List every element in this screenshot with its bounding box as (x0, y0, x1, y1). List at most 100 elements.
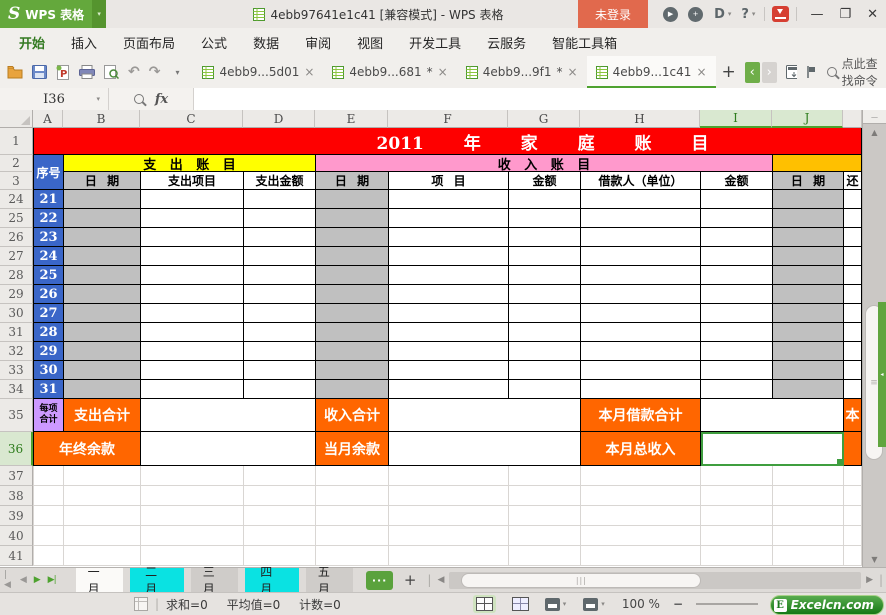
cell[interactable] (141, 228, 244, 247)
cell[interactable] (141, 486, 244, 506)
cell[interactable] (773, 361, 844, 380)
select-all-corner[interactable] (0, 110, 33, 128)
cell[interactable] (64, 247, 141, 266)
layout-menu[interactable]: ▾ (544, 597, 571, 611)
row-header[interactable]: 41 (0, 546, 33, 566)
cell[interactable] (316, 486, 389, 506)
cell[interactable] (509, 342, 581, 361)
cell[interactable] (244, 466, 316, 486)
cell[interactable] (316, 342, 389, 361)
cell[interactable] (701, 546, 773, 566)
page-break-view-button[interactable] (509, 595, 532, 613)
cell-day[interactable]: 23 (34, 228, 64, 247)
cell[interactable] (244, 486, 316, 506)
cell[interactable] (244, 247, 316, 266)
cell[interactable] (244, 546, 316, 566)
row-header[interactable]: 39 (0, 506, 33, 526)
new-tab-button[interactable]: + (721, 62, 736, 82)
menu-view[interactable]: 视图 (357, 36, 384, 52)
cell-header-borrower[interactable]: 借款人（单位） (581, 172, 701, 190)
tab-scroll-right-button[interactable]: › (761, 61, 777, 83)
cell[interactable] (844, 266, 862, 285)
cell[interactable] (773, 546, 844, 566)
cell[interactable] (389, 190, 509, 209)
cell[interactable] (581, 466, 701, 486)
cell[interactable] (701, 526, 773, 546)
sheet-tab-may[interactable]: 五月 (305, 565, 354, 596)
last-sheet-icon[interactable]: ▶| (47, 575, 57, 585)
docer-dropdown-icon[interactable]: ▾ (727, 10, 732, 18)
loan-section-cell[interactable] (773, 155, 862, 172)
cell[interactable] (141, 323, 244, 342)
cell[interactable] (389, 285, 509, 304)
cell-expense-total-value[interactable] (141, 399, 316, 432)
cell[interactable] (581, 285, 701, 304)
cell-day[interactable]: 27 (34, 304, 64, 323)
cell[interactable] (244, 304, 316, 323)
cell[interactable] (581, 304, 701, 323)
column-header-f[interactable]: F (388, 110, 508, 128)
cell[interactable] (244, 266, 316, 285)
more-sheets-button[interactable]: ··· (366, 570, 393, 590)
print-icon[interactable] (79, 65, 95, 79)
sheet-tab-january[interactable]: 一月 (75, 565, 124, 596)
horizontal-scroll-thumb[interactable]: ||| (461, 572, 702, 588)
cell[interactable] (389, 247, 509, 266)
row-header[interactable]: 26 (0, 228, 33, 247)
cell[interactable] (701, 323, 773, 342)
cell[interactable] (34, 486, 64, 506)
doc-tab-4-active[interactable]: 4ebb9...1c41 × (586, 56, 716, 88)
cell[interactable] (316, 380, 389, 399)
cell-header-date[interactable]: 日 期 (64, 172, 141, 190)
cell[interactable] (844, 323, 862, 342)
cell[interactable] (389, 361, 509, 380)
cell[interactable] (581, 190, 701, 209)
cell[interactable] (389, 380, 509, 399)
cell[interactable] (141, 526, 244, 546)
cell[interactable] (701, 466, 773, 486)
cell[interactable] (509, 285, 581, 304)
row-header[interactable]: 3 (0, 172, 33, 190)
cell-income-total-value[interactable] (389, 399, 581, 432)
cell-year-balance-label[interactable]: 年终余款 (34, 432, 141, 466)
column-header-b[interactable]: B (63, 110, 140, 128)
column-header-e[interactable]: E (315, 110, 388, 128)
cell[interactable] (773, 190, 844, 209)
cell[interactable] (581, 209, 701, 228)
menu-insert[interactable]: 插入 (71, 36, 98, 52)
cell[interactable] (844, 209, 862, 228)
cell[interactable] (581, 342, 701, 361)
cell[interactable] (581, 486, 701, 506)
zoom-out-button[interactable]: − (672, 597, 683, 611)
cell[interactable] (64, 190, 141, 209)
cell[interactable] (64, 546, 141, 566)
cell[interactable] (844, 285, 862, 304)
cell-month-balance-label[interactable]: 当月余款 (316, 432, 389, 466)
cell[interactable] (316, 323, 389, 342)
minimize-button[interactable]: — (810, 6, 824, 22)
row-header[interactable]: 27 (0, 247, 33, 266)
cell[interactable] (316, 546, 389, 566)
cell[interactable] (509, 190, 581, 209)
cell[interactable] (773, 506, 844, 526)
row-header[interactable]: 40 (0, 526, 33, 546)
flag-icon[interactable] (806, 65, 815, 79)
cell-header-expense-item[interactable]: 支出项目 (141, 172, 244, 190)
cell[interactable] (64, 526, 141, 546)
cell[interactable] (701, 285, 773, 304)
cell[interactable] (141, 285, 244, 304)
cell-per-item-total[interactable]: 每项 合计 (34, 399, 64, 432)
cell[interactable] (316, 506, 389, 526)
cell[interactable] (701, 228, 773, 247)
cell[interactable] (141, 506, 244, 526)
print-preview-icon[interactable] (104, 65, 119, 79)
cell[interactable] (773, 486, 844, 506)
scroll-left-icon[interactable]: ◀ (437, 575, 445, 585)
cell[interactable] (244, 526, 316, 546)
column-header-k-partial[interactable] (843, 110, 862, 128)
cell[interactable] (64, 323, 141, 342)
cell[interactable] (64, 466, 141, 486)
cell[interactable] (389, 342, 509, 361)
cell[interactable] (141, 247, 244, 266)
cell[interactable] (509, 466, 581, 486)
